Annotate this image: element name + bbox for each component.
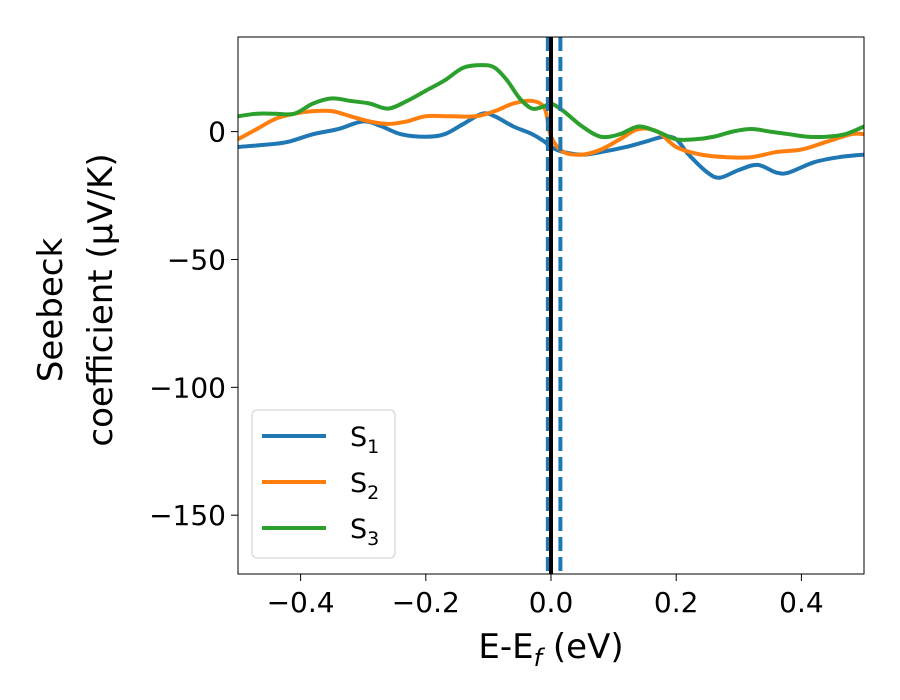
x-tick-label: 0.0	[529, 586, 574, 619]
y-axis-label: Seebeck coefficient (μV/K)	[31, 153, 121, 446]
legend-label-s2: S2	[350, 468, 379, 504]
y-axis-label-line2: coefficient (μV/K)	[81, 153, 121, 446]
x-tick-label: −0.4	[267, 586, 335, 619]
x-tick-label: 0.2	[654, 586, 699, 619]
series-line-s3	[238, 63, 864, 142]
plot-area	[238, 37, 864, 574]
y-tick-label: 0	[208, 116, 226, 149]
x-tick-label: −0.2	[392, 586, 460, 619]
x-axis-label: E-Ef (eV)	[478, 627, 623, 672]
y-tick-label: −150	[149, 499, 226, 532]
y-tick-label: −50	[167, 243, 226, 276]
axes-frame	[237, 36, 865, 575]
series-line-s2	[238, 98, 864, 160]
legend-label-s3: S3	[350, 514, 379, 550]
y-tick-label: −100	[149, 371, 226, 404]
x-tick-label: 0.4	[779, 586, 824, 619]
legend-label-s1: S1	[350, 422, 379, 458]
x-axis-label-unit: (eV)	[542, 627, 624, 667]
y-axis-label-line1: Seebeck	[31, 238, 71, 383]
axis-ticks: −0.4 −0.2 0.0 0.2 0.4 0 −50 −100 −150	[149, 116, 824, 619]
x-axis-label-main: E-E	[478, 627, 533, 667]
legend: S1 S2 S3	[251, 409, 396, 559]
